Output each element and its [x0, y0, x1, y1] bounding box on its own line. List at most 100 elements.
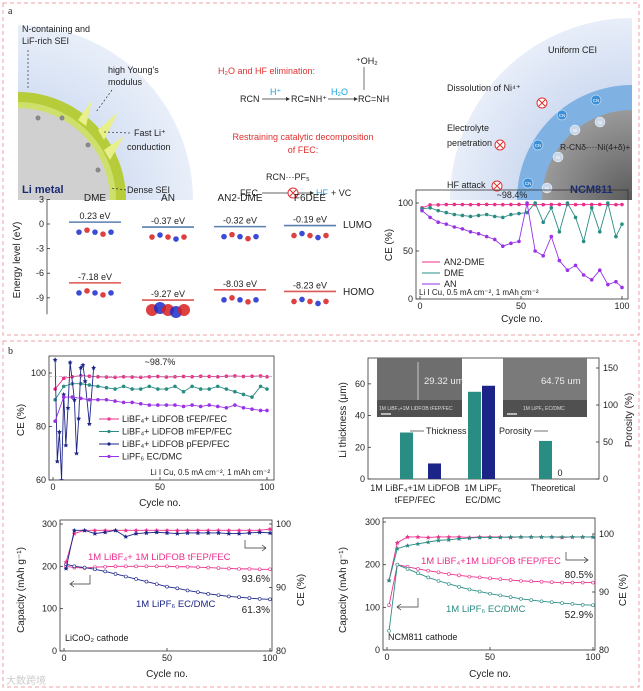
sem-inset-image: 64.75 um 1M LiPF₆ EC/DMC	[503, 358, 587, 417]
data-point	[147, 403, 152, 407]
y2-axis-label: Porosity (%)	[624, 393, 635, 447]
x-tick-label: 0	[50, 482, 55, 492]
data-point	[560, 601, 564, 605]
data-point	[224, 405, 229, 410]
data-point	[452, 212, 457, 217]
y2-tick-label: 150	[603, 363, 618, 373]
orbital-lobe	[253, 233, 259, 240]
data-point	[113, 564, 118, 569]
data-point	[539, 534, 544, 540]
data-point	[498, 577, 503, 581]
y-tick-label: 100	[398, 198, 413, 208]
data-point	[154, 564, 159, 569]
data-point	[258, 408, 263, 413]
orbital-lobe	[108, 229, 114, 235]
data-point	[591, 580, 595, 585]
legend-label: LiPF₆ EC/DMC	[122, 452, 183, 462]
orbital-lobe	[307, 232, 313, 239]
cn-badge-icon	[590, 94, 602, 106]
data-point	[519, 579, 523, 583]
orbital-icon	[221, 295, 259, 305]
data-point	[549, 234, 554, 239]
category-label: 1M LiPF₆	[464, 483, 502, 493]
x-tick-label: 50	[162, 653, 172, 663]
data-point	[557, 258, 562, 263]
data-point	[606, 201, 610, 205]
data-point	[130, 387, 134, 391]
data-point	[124, 564, 128, 569]
data-point	[529, 579, 534, 584]
uniform-cei-label: Uniform CEI	[548, 45, 597, 55]
data-point	[265, 387, 269, 391]
ni-badge-label: Ni	[556, 155, 560, 160]
y-tick-label: 3	[39, 194, 44, 204]
data-point	[237, 567, 241, 571]
axis-pointer-right-icon	[244, 540, 267, 552]
orbital-lobe	[315, 234, 321, 241]
orbital-lobe	[315, 300, 321, 307]
data-point	[138, 401, 143, 406]
y-tick-label: 0	[39, 219, 44, 229]
ni-badge-icon	[552, 151, 564, 163]
ni-badge-label: Ni	[545, 186, 549, 191]
category-label: Theoretical	[531, 483, 576, 493]
data-point	[143, 527, 149, 533]
homo-value-label: -7.18 eV	[78, 272, 112, 282]
rcn-pf5-label: RCN···PF₅	[266, 172, 310, 182]
data-point	[104, 375, 109, 379]
sei-note-line2: LiF-rich SEI	[22, 36, 69, 46]
ni-badge-label: Ni	[598, 120, 602, 125]
data-point	[236, 531, 242, 536]
sem-substrate	[503, 400, 587, 417]
data-point	[559, 534, 565, 540]
data-point	[268, 597, 272, 602]
data-point	[468, 202, 473, 207]
x-tick-label: 100	[614, 301, 629, 311]
data-point	[174, 531, 180, 536]
data-point	[477, 589, 482, 594]
data-point	[468, 230, 473, 234]
orbital-lobe	[157, 232, 163, 238]
data-point	[165, 564, 169, 569]
data-point	[54, 458, 60, 464]
y-tick-label: 80	[36, 422, 46, 432]
retention-label: 61.3%	[242, 605, 270, 616]
data-point	[205, 530, 211, 536]
bar-thickness	[539, 440, 552, 479]
sem-caption: 1M LiPF₆ EC/DMC	[523, 406, 565, 412]
y-tick-label: 100	[365, 602, 380, 612]
data-point	[509, 212, 513, 217]
data-point	[508, 534, 514, 540]
orbital-lobe	[229, 231, 235, 238]
data-point	[215, 404, 220, 409]
ce-annotation: ~98.4%	[497, 190, 528, 200]
data-point	[96, 384, 100, 389]
y-tick-label: 60	[355, 379, 365, 389]
cn-badge-label: CN	[525, 181, 532, 186]
y-tick-label: 300	[365, 517, 380, 527]
data-point	[528, 534, 534, 540]
orbital-lobe	[76, 290, 82, 296]
orbital-icon	[221, 231, 259, 242]
data-point	[460, 227, 465, 231]
fast-li-note-line1: Fast Li⁺	[134, 128, 166, 138]
legend-marker	[107, 429, 111, 434]
data-point	[395, 562, 400, 567]
ce-series-line	[54, 359, 95, 480]
data-point	[518, 534, 524, 540]
data-point	[581, 239, 586, 244]
data-point	[446, 582, 451, 586]
data-point	[257, 597, 262, 601]
data-point	[257, 567, 262, 572]
ce-series	[63, 527, 272, 571]
data-point	[539, 599, 544, 604]
data-point	[63, 566, 69, 571]
x-axis-label: Cycle no.	[501, 314, 543, 325]
blocked-icon	[287, 187, 299, 199]
data-point	[589, 277, 594, 282]
lumo-value-label: -0.32 eV	[223, 216, 257, 226]
data-point	[113, 387, 117, 391]
data-point	[420, 208, 424, 213]
y-tick-label: 50	[403, 246, 413, 256]
annotation-arrows	[27, 50, 131, 191]
